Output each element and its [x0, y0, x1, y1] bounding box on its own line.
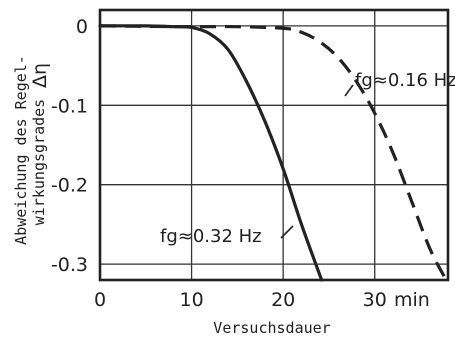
annotation-016-leader	[344, 84, 354, 97]
y-tick-label: -0.1	[51, 95, 88, 117]
x-tick-label: 10	[179, 289, 203, 311]
annotation-032-label: fg≈0.32 Hz	[160, 226, 262, 247]
annotation-016-label: fg≈0.16 Hz	[355, 70, 455, 91]
annotation-032-leader	[280, 225, 294, 239]
y-tick-label: 0	[76, 16, 88, 38]
x-axis-unit: min	[394, 289, 430, 311]
series-lines	[98, 24, 448, 282]
y-axis-label-symbol: Δη	[29, 63, 51, 88]
x-tick-label: 20	[271, 289, 295, 311]
y-axis-label-line2: wirkungsgrades	[30, 99, 48, 225]
y-axis-label-line1: Abweichung des Regel-	[12, 55, 30, 245]
series-line-016hz	[99, 24, 448, 281]
y-tick-label: -0.2	[51, 175, 88, 197]
y-tick-label: -0.3	[51, 254, 88, 276]
annotation-032: fg≈0.32 Hz	[160, 225, 294, 247]
tick-labels: 0 10 20 30 0 -0.1 -0.2 -0.3	[51, 16, 387, 311]
x-tick-label: 30	[363, 289, 387, 311]
y-axis-label: Abweichung des Regel- wirkungsgrades Δη	[12, 55, 51, 245]
x-axis-label: Versuchsdauer	[213, 319, 330, 337]
annotation-016: fg≈0.16 Hz	[344, 70, 455, 97]
plot-frame	[98, 8, 450, 282]
x-tick-label: 0	[94, 289, 106, 311]
series-line-032hz	[98, 24, 324, 282]
